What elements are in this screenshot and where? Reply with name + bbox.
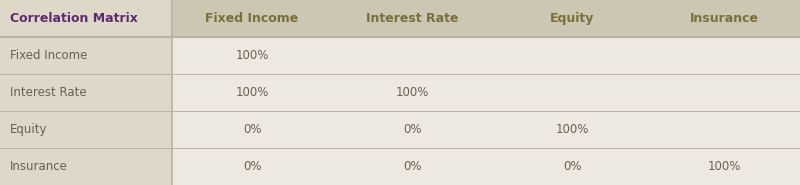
Text: 0%: 0% [562, 160, 582, 173]
Bar [172, 111, 800, 148]
Text: Fixed Income: Fixed Income [206, 12, 298, 25]
Bar [172, 148, 800, 185]
Text: Insurance: Insurance [10, 160, 67, 173]
Text: 0%: 0% [242, 123, 262, 136]
Text: 0%: 0% [402, 160, 422, 173]
Text: Equity: Equity [550, 12, 594, 25]
Text: 100%: 100% [707, 160, 741, 173]
Text: 0%: 0% [242, 160, 262, 173]
Text: Correlation Matrix: Correlation Matrix [10, 12, 138, 25]
Text: 0%: 0% [402, 123, 422, 136]
Text: Fixed Income: Fixed Income [10, 49, 87, 62]
Text: Interest Rate: Interest Rate [366, 12, 458, 25]
Text: 100%: 100% [395, 86, 429, 99]
Text: 100%: 100% [555, 123, 589, 136]
Bar [0, 0, 172, 37]
Text: 100%: 100% [235, 49, 269, 62]
Bar [0, 37, 172, 74]
Bar [0, 74, 172, 111]
Bar [0, 111, 172, 148]
Text: Equity: Equity [10, 123, 47, 136]
Bar [172, 0, 800, 37]
Bar [172, 74, 800, 111]
Bar [0, 148, 172, 185]
Text: Insurance: Insurance [690, 12, 758, 25]
Bar [172, 37, 800, 74]
Text: 100%: 100% [235, 86, 269, 99]
Text: Interest Rate: Interest Rate [10, 86, 86, 99]
